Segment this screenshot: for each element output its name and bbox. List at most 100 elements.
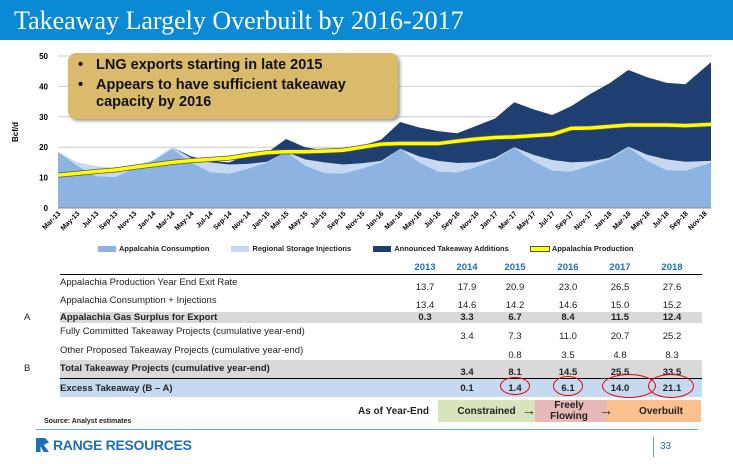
x-tick-label: Sep-18 [669,210,690,231]
x-tick-label: Sep-14 [212,210,233,231]
y-tick-label: 20 [39,143,48,152]
cell-value: 3.3 [460,312,474,323]
cell-value: 15.2 [662,300,682,311]
row-label: Fully Committed Takeaway Projects (cumul… [60,326,305,337]
x-tick-label: Nov-17 [573,210,595,232]
cell-value: 8.1 [508,367,522,378]
table-row: Appalachia Consumption + Injections 13.4 1… [60,295,702,311]
cell-value: 11.0 [559,331,577,342]
legend-item: Appalachia Production [529,244,634,253]
cell-value: 3.4 [460,367,474,378]
cell-value: 12.4 [662,312,682,323]
cell-value: 23.0 [558,282,578,293]
area-appalcahia-consumption [58,147,711,208]
cell-value: 14.2 [505,300,525,311]
cell-value: 14.6 [558,300,578,311]
y-axis-label: Bcf/d [11,122,20,142]
phase-constrained: Constrained [438,400,535,422]
cell-value: 8.4 [561,312,575,323]
cell-value: 3.4 [460,331,474,342]
x-tick-label: Sep-16 [440,210,461,231]
phase-freely-flowing: Freely Flowing [535,400,607,422]
arrow-icon: → [522,402,536,418]
area-regional-storage-injections [58,146,711,177]
y-tick-label: 30 [39,113,48,122]
callout-bullet: Appears to have sufficient takeaway capa… [76,77,390,111]
x-tick-label: Nov-18 [687,210,709,232]
year-header: 2014 [456,262,478,273]
cell-value: 33.5 [662,367,682,378]
x-tick-label: Jan-16 [365,210,386,231]
row-label: Appalachia Consumption + Injections [60,295,217,306]
source-note: Source: Analyst estimates [44,418,132,425]
table-row: Other Proposed Takeaway Projects (cumula… [60,345,702,361]
company-logo: RANGE RESOURCES [36,437,192,453]
cell-value: 14.5 [558,367,578,378]
x-tick-label: Sep-15 [326,210,347,231]
legend-item: Announced Takeaway Additions [373,244,509,253]
callout-box: LNG exports starting in late 2015 Appear… [68,53,398,119]
legend-item: Regional Storage Injections [231,244,351,253]
y-tick-label: 10 [39,174,48,183]
cell-value: 0.8 [508,350,522,361]
title-bar: Takeaway Largely Overbuilt by 2016-2017 [0,0,733,40]
y-tick-label: 50 [39,52,48,61]
row-label: Total Takeaway Projects (cumulative year… [60,363,270,374]
x-tick-label: May-16 [402,210,424,232]
x-tick-label: Nov-15 [345,210,367,232]
cell-value: 7.3 [508,331,522,342]
table-row: Fully Committed Takeaway Projects (cumul… [60,326,702,342]
cell-value: 13.7 [415,282,435,293]
y-tick-label: 40 [39,82,48,91]
cell-value: 25.2 [662,331,682,342]
row-label: Appalachia Gas Surplus for Export [60,312,218,323]
cell-value: 20.9 [505,282,525,293]
cell-value: 4.8 [613,350,627,361]
legend-label: Regional Storage Injections [252,244,352,253]
logo-icon [36,438,49,452]
phase-overbuilt: Overbuilt [607,400,701,422]
row-marker: B [24,363,31,374]
x-tick-label: May-17 [516,210,538,232]
table-row: Total Takeaway Projects (cumulative year… [60,360,702,378]
legend-label: Appalcahia Consumption [119,244,210,253]
cell-value: 11.5 [611,312,629,323]
x-tick-label: Jan-18 [593,210,614,231]
cell-value: 15.0 [610,300,630,311]
row-label: Appalachia Production Year End Exit Rate [60,277,238,288]
year-header: 2015 [504,262,526,273]
year-header: 2016 [557,262,579,273]
legend-swatch [529,245,550,252]
page-divider [653,437,654,457]
area-announced-takeaway-additions [58,62,711,168]
x-tick-label: Jan-14 [137,210,158,231]
chart-legend: Appalcahia Consumption Regional Storage I… [98,244,634,253]
table-row: Appalachia Gas Surplus for Export 0.3 3.3 6… [60,312,702,323]
x-tick-label: May-14 [174,210,196,232]
arrow-icon: → [599,402,613,418]
x-tick-label: Sep-17 [554,210,575,231]
cell-value: 0.1 [460,383,474,394]
x-tick-label: Jan-15 [251,210,272,231]
cell-value: 14.6 [457,300,477,311]
cell-value: 20.7 [610,331,630,342]
cell-value: 27.6 [662,282,682,293]
cell-value: 25.5 [610,367,630,378]
year-header: 2013 [414,262,436,273]
highlight-circle [648,374,694,398]
x-tick-label: May-15 [288,210,310,232]
cell-value: 26.5 [610,282,630,293]
cell-value: 6.7 [508,312,522,323]
cell-value: 0.3 [418,312,432,323]
x-tick-label: May-13 [60,210,82,232]
legend-swatch [98,245,116,252]
highlight-circle [500,377,530,395]
table-header: 2013 2014 2015 2016 2017 2018 [60,262,702,275]
x-tick-label: Sep-13 [98,210,119,231]
x-tick-label: Nov-16 [459,210,481,232]
y-tick-label: 0 [44,204,49,213]
legend-label: Announced Takeaway Additions [394,244,509,253]
callout-bullet: LNG exports starting in late 2015 [76,57,390,74]
footer-divider [36,429,698,430]
